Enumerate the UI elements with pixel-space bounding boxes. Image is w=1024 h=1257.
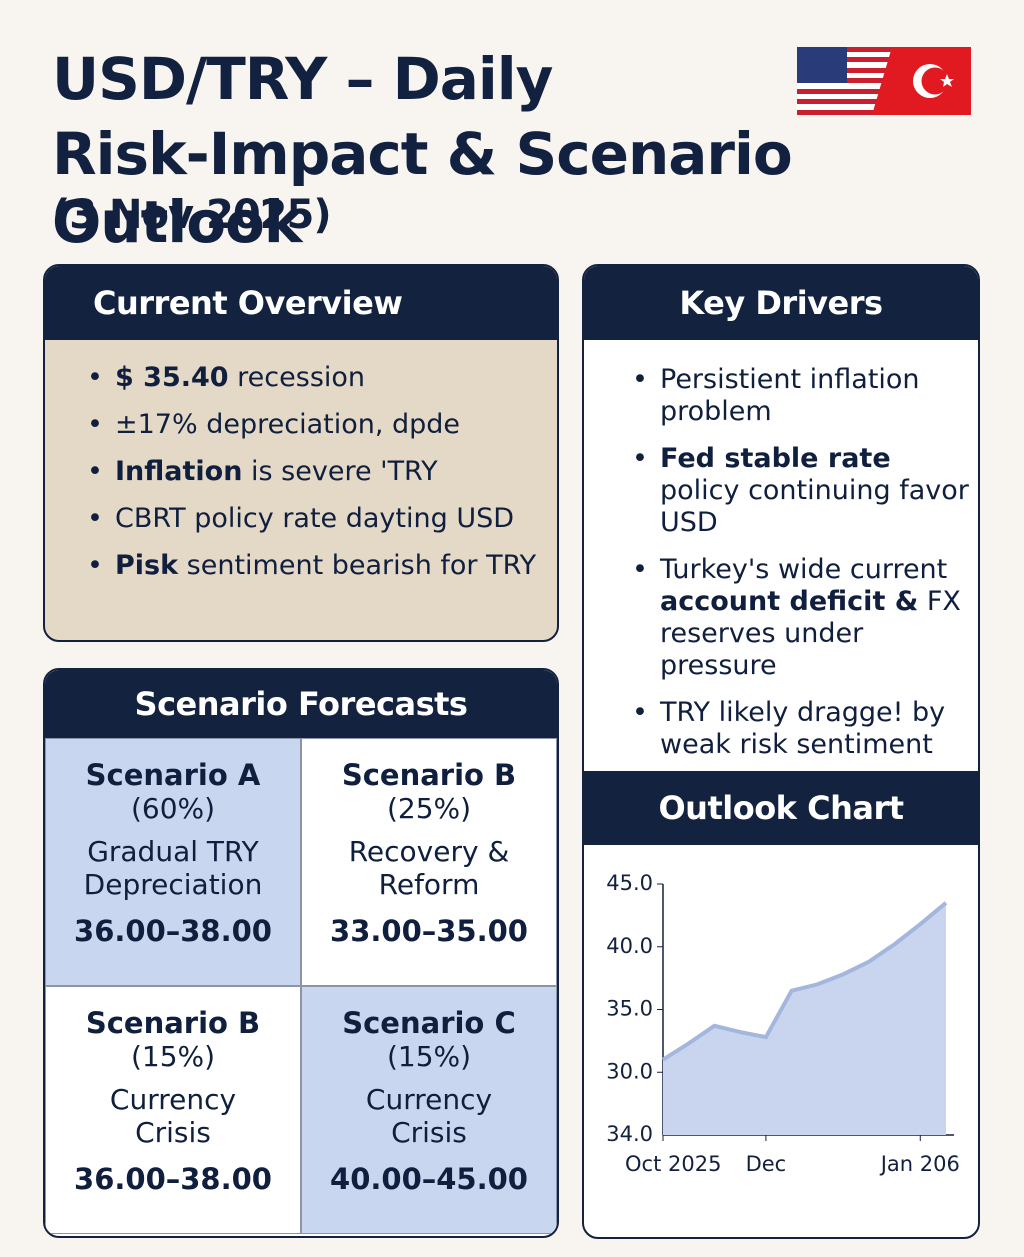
scenario-description: Recovery & Reform [348,835,510,901]
y-tick-label: 30.0 [606,1059,653,1083]
bullet-item: TRY likely dragge! by weak risk sentimen… [632,697,978,761]
bullet-text: account deficit & [660,586,919,617]
scenario-range: 40.00–45.00 [330,1162,528,1196]
bullet-item: Fed stable rate policy continuing favor … [632,443,978,539]
bullet-text: $ 35.40 [115,362,229,393]
scenario-probability: (15%) [386,1040,472,1073]
scenario-cell: Scenario C (15%) Currency Crisis 40.00–45.0… [301,986,557,1234]
y-tick-label: 40.0 [606,934,653,958]
bullet-text: policy continuing favor USD [660,475,969,538]
scenario-range: 33.00–35.00 [330,914,528,948]
scenario-cell: Scenario A (60%) Gradual TRY Depreciation 3… [45,738,301,986]
card-heading: Scenario Forecasts [45,670,557,738]
bullet-text: CBRT policy rate dayting USD [115,503,515,534]
bullet-text: sentiment bearish for TRY [178,550,537,581]
bullet-text: Pisk [115,550,179,581]
card-heading: Current Overview [45,266,557,340]
bullet-item: Inflation is severe 'TRY [87,456,557,488]
bullet-text: Inflation [115,456,243,487]
scenario-probability: (25%) [386,792,472,825]
bullet-item: CBRT policy rate dayting USD [87,503,557,535]
outlook-chart: 30.0 35.0 40.0 45.0 34.0 Oct 2025 Dec Jan 206 [606,871,960,1176]
scenario-range: 36.00–38.00 [74,1162,272,1196]
bullet-text: Persistient inflation problem [660,364,920,427]
card-heading: Key Drivers [584,266,978,340]
scenario-title: Scenario A [85,758,261,792]
line [661,901,948,1062]
bullet-item: $ 35.40 recession [87,362,557,394]
scenario-range: 36.00–38.00 [74,914,272,948]
flags [797,47,971,115]
date: (3 Nov 2025) [52,192,332,238]
x-tick-label: Jan 206 [879,1152,960,1176]
scenario-probability: (60%) [130,792,216,825]
scenario-probability: (15%) [130,1040,216,1073]
scenario-description: Currency Crisis [365,1083,493,1149]
scenario-cell: Scenario B (15%) Currency Crisis 36.00–38.0… [45,986,301,1234]
overview-card: Current Overview $ 35.40 recession ±17% d… [43,264,559,642]
bullet-text: ±17% depreciation, dpde [115,409,461,440]
bullet-text: FX reserves under pressure [660,586,961,681]
x-tick-label: Oct 2025 [625,1152,721,1176]
scenario-title: Scenario C [342,1006,516,1040]
bullet-item: ±17% depreciation, dpde [87,409,557,441]
scenario-card: Scenario Forecasts Scenario A (60%) Gradua… [43,668,559,1238]
bullet-item: Turkey's wide current account deficit & … [632,554,978,682]
scenario-title: Scenario B [341,758,517,792]
bullet-item: Pisk sentiment bearish for TRY [87,550,557,582]
scenario-cell: Scenario B (25%) Recovery & Reform 33.00–35… [301,738,557,986]
scenario-description: Gradual TRY Depreciation [83,835,263,901]
card-heading: Outlook Chart [584,771,978,845]
title: USD/TRY – Daily [52,45,553,113]
scenario-description: Currency Crisis [109,1083,237,1149]
scenario-title: Scenario B [85,1006,261,1040]
bullet-text: Turkey's wide current [660,554,948,585]
bullet-text: Fed stable rate [660,443,891,474]
bullet-item: Persistient inflation problem [632,364,978,428]
title: Risk-Impact & Scenario Outlook [52,120,793,256]
bullet-text: TRY likely dragge! by weak risk sentimen… [660,697,946,760]
y-tick-label: 45.0 [606,871,653,895]
axis-floor-label: 34.0 [606,1122,653,1146]
right-card: Key Drivers Persistient inflation proble… [582,264,980,1239]
area [663,902,946,1135]
bullet-text: recession [228,362,366,393]
x-tick-label: Dec [746,1152,787,1176]
y-tick-label: 35.0 [606,997,653,1021]
bullet-text: is severe 'TRY [242,456,438,487]
